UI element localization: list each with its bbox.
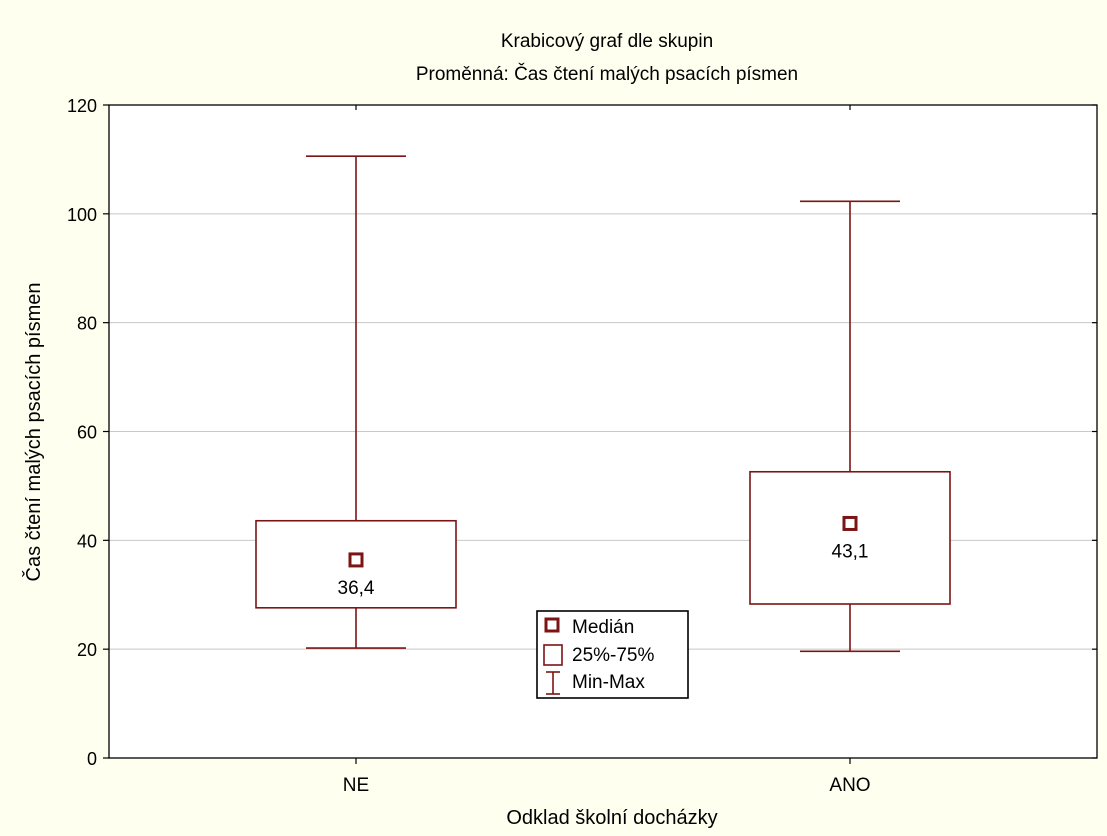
legend-iqr-icon: [543, 644, 563, 666]
y-tick-label: 80: [77, 314, 97, 334]
legend-minmax-icon: [546, 671, 560, 695]
y-tick-label: 40: [77, 531, 97, 551]
y-axis-ticks: 0 20 40 60 80 100 120: [67, 96, 1097, 769]
legend-median-icon: [544, 617, 560, 633]
plot-frame: [108, 104, 1098, 759]
y-tick-label: 60: [77, 423, 97, 443]
legend-box: [536, 610, 689, 699]
median-marker: [348, 552, 364, 568]
iqr-box: [749, 470, 951, 605]
median-label: 36,4: [338, 578, 375, 599]
x-axis-label: Odklad školní docházky: [506, 807, 717, 829]
y-tick-label: 100: [67, 205, 97, 225]
chart-title: Krabicový graf dle skupin: [501, 31, 713, 52]
x-tick-label: ANO: [829, 775, 870, 796]
y-tick-label: 20: [77, 640, 97, 660]
legend-minmax-label: Min-Max: [572, 672, 645, 693]
box-ano: 43,1: [749, 200, 951, 653]
legend-iqr-label: 25%-75%: [572, 645, 654, 666]
legend-median-label: Medián: [572, 617, 634, 638]
y-tick-label: 120: [67, 96, 97, 116]
median-label: 43,1: [832, 541, 869, 562]
box-ne: 36,4: [255, 155, 457, 649]
x-tick-label: NE: [343, 775, 369, 796]
x-axis-ticks: NE ANO: [343, 105, 871, 796]
y-tick-label: 0: [87, 749, 97, 769]
y-axis-label: Čas čtení malých psacích písmen: [22, 282, 45, 581]
median-marker: [842, 515, 858, 531]
box-series: 36,4 43,1: [255, 155, 951, 653]
legend: Medián 25%-75% Min-Max: [536, 610, 689, 699]
chart-subtitle: Proměnná: Čas čtení malých psacích písme…: [416, 63, 798, 85]
